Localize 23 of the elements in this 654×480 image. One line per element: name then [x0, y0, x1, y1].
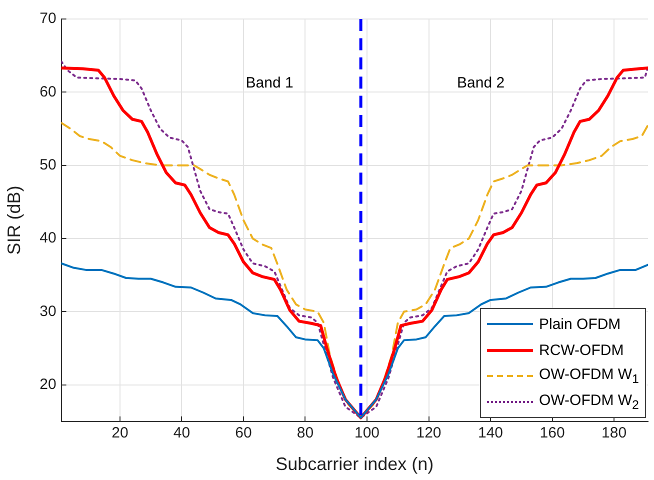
- x-tick-label: 180: [602, 424, 627, 442]
- y-tick-label: 70: [40, 10, 56, 28]
- y-axis-title: SIR (dB): [4, 186, 24, 255]
- x-tick-label: 40: [173, 424, 190, 442]
- legend-label: OW-OFDM W$_{2}$: [539, 392, 639, 412]
- y-tick-label: 60: [40, 83, 56, 100]
- legend-label: Plain OFDM: [539, 316, 621, 332]
- x-tick-label: 140: [478, 424, 504, 442]
- x-tick-label: 20: [112, 424, 128, 442]
- x-tick-label: 120: [416, 424, 442, 442]
- x-axis-title: Subcarrier index (n): [276, 454, 434, 474]
- legend-label: RCW-OFDM: [539, 342, 624, 358]
- x-tick-label: 160: [540, 424, 565, 442]
- y-tick-label: 30: [40, 302, 56, 320]
- legend-label: OW-OFDM W$_{1}$: [539, 366, 639, 386]
- x-tick-label: 80: [296, 424, 314, 442]
- y-tick-label: 40: [40, 230, 56, 247]
- y-tick-label: 20: [40, 376, 56, 393]
- x-tick-label: 60: [235, 424, 252, 442]
- annotation: Band 1: [246, 74, 294, 92]
- x-tick-label: 100: [354, 424, 380, 442]
- y-tick-label: 50: [40, 156, 56, 174]
- annotation: Band 2: [457, 74, 505, 92]
